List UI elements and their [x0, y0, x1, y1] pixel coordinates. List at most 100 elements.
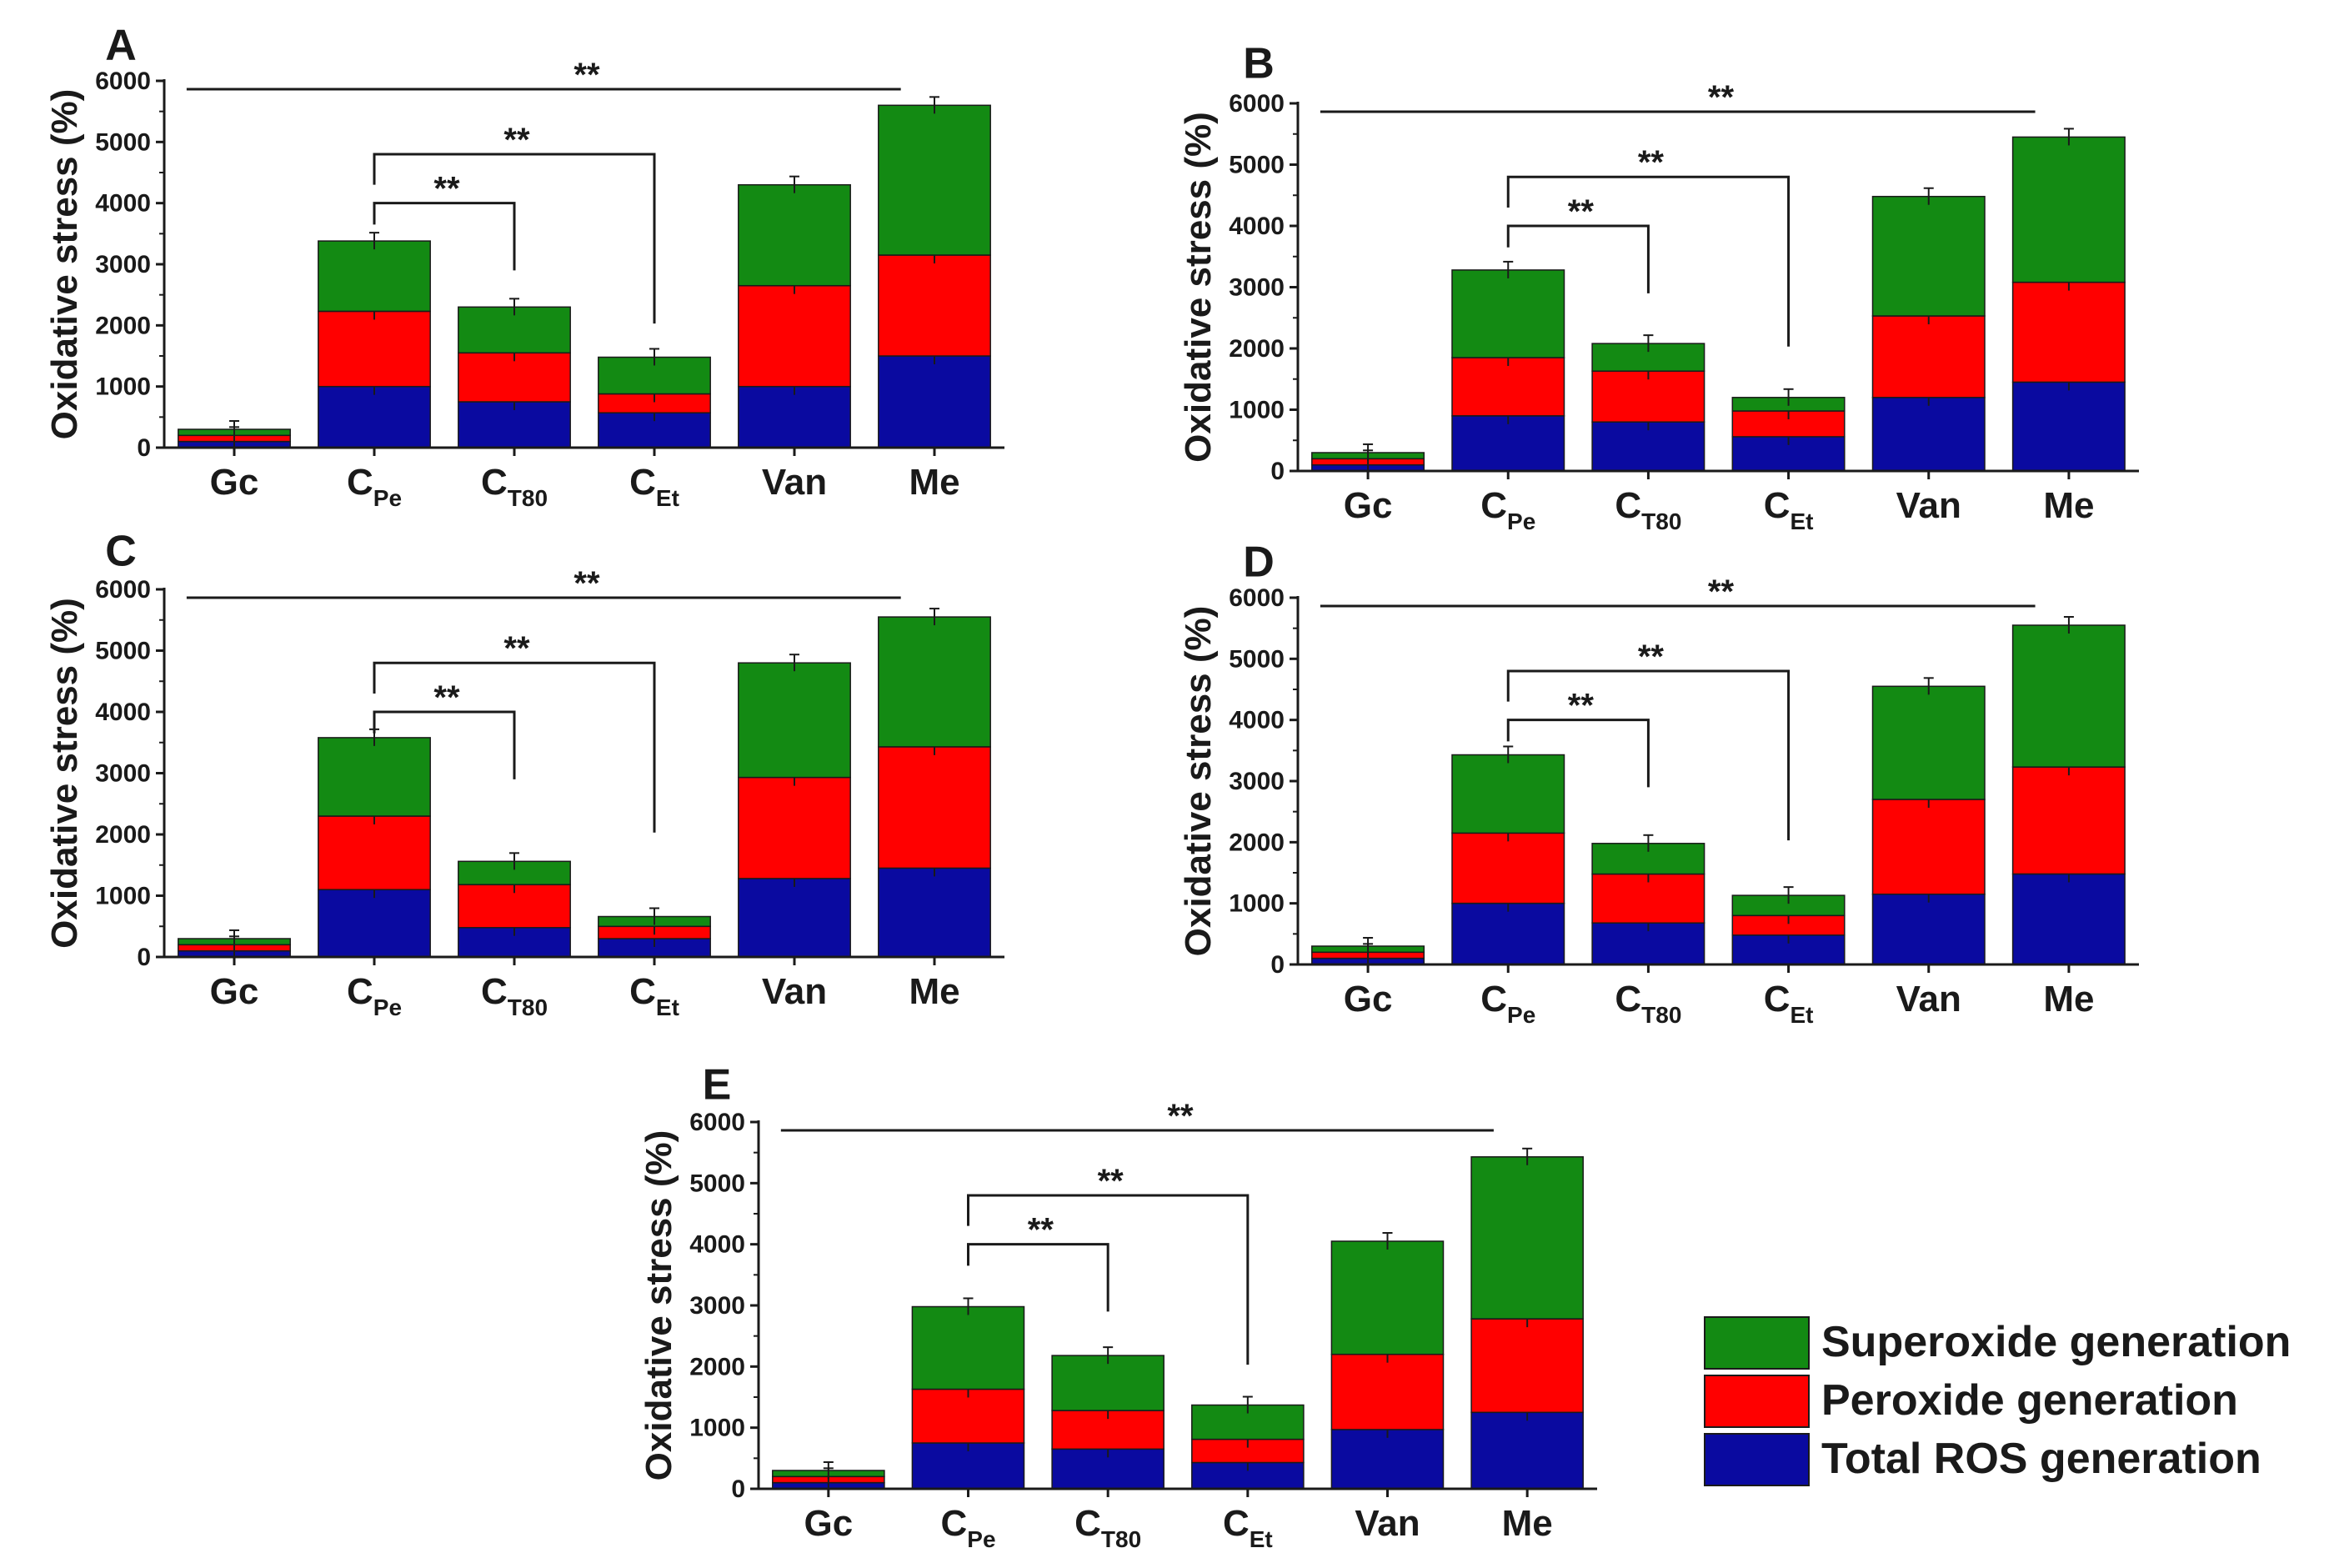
bar-b-6-peroxide	[2011, 281, 2126, 383]
bar-e-2-superoxide	[911, 1305, 1025, 1390]
bar-a-5-peroxide	[738, 284, 851, 388]
panel-letter-c: C	[105, 528, 137, 576]
sig-label-pe-et-c: **	[503, 630, 530, 667]
y-tick-label-c-4: 4000	[95, 699, 151, 726]
y-axis-title-d: Oxidative stress (%)	[1178, 606, 1219, 957]
bar-c-5-total-ros	[738, 878, 851, 958]
y-tick-label-b-3: 3000	[1229, 274, 1285, 302]
bar-d-4-superoxide	[1731, 894, 1846, 917]
bar-b-2-total-ros	[1451, 415, 1565, 472]
y-tick-label-d-6: 6000	[1229, 584, 1285, 612]
x-tick-label-d-1: Gc	[1344, 979, 1393, 1019]
x-tick-label-c-4: CEt	[629, 971, 679, 1020]
x-tick-label-e-1: Gc	[804, 1503, 853, 1544]
x-tick-label-e-5: Van	[1355, 1503, 1420, 1544]
bar-e-5-superoxide	[1330, 1240, 1445, 1355]
legend-label-superoxide: Superoxide generation	[1821, 1318, 2291, 1366]
bar-b-5-superoxide	[1871, 195, 1986, 317]
sig-bracket-pe-t80-e	[967, 1243, 1109, 1312]
y-tick-label-a-5: 5000	[95, 128, 151, 156]
chart-panel-d: D 0 1000 2000 3000 4000 5000 6000 Gc CPe CT80 CEt Va…	[1178, 539, 2139, 1028]
bar-d-2-peroxide	[1451, 832, 1565, 904]
sig-label-pe-et-d: **	[1638, 639, 1665, 675]
sig-label-overall-c: **	[573, 565, 600, 602]
x-tick-label-c-6: Me	[909, 971, 959, 1012]
bar-b-5-peroxide	[1871, 315, 1986, 398]
sig-bracket-pe-et-b	[1506, 175, 1791, 347]
x-tick-label-c-2: CPe	[347, 971, 402, 1020]
bar-a-6-superoxide	[878, 104, 991, 256]
sig-label-pe-et-e: **	[1098, 1163, 1124, 1200]
y-tick-label-d-1: 1000	[1229, 890, 1285, 918]
legend-swatch-total-ros	[1704, 1433, 1810, 1486]
bar-e-5-peroxide	[1330, 1353, 1445, 1430]
y-tick-label-a-2: 2000	[95, 312, 151, 339]
bar-b-3-peroxide	[1591, 370, 1705, 423]
bar-c-2-total-ros	[318, 889, 431, 958]
bar-e-3-total-ros	[1051, 1448, 1164, 1490]
x-tick-label-d-6: Me	[2043, 979, 2094, 1019]
bar-e-5-total-ros	[1330, 1429, 1445, 1490]
sig-label-pe-et-a: **	[503, 122, 530, 158]
sig-label-pe-t80-d: **	[1568, 688, 1595, 724]
bar-d-6-total-ros	[2011, 873, 2126, 965]
bar-a-2-superoxide	[318, 240, 431, 313]
x-tick-label-d-4: CEt	[1764, 979, 1814, 1028]
bar-e-2-peroxide	[911, 1388, 1025, 1444]
y-tick-label-b-2: 2000	[1229, 335, 1285, 363]
y-axis-title-c: Oxidative stress (%)	[44, 598, 85, 949]
bar-c-6-total-ros	[878, 867, 991, 958]
y-tick-label-e-0: 0	[731, 1475, 745, 1503]
sig-label-pe-t80-c: **	[433, 679, 460, 716]
sig-label-pe-t80-e: **	[1028, 1212, 1054, 1249]
x-tick-label-d-2: CPe	[1480, 979, 1535, 1028]
sig-bracket-pe-t80-c	[373, 710, 516, 779]
x-tick-label-a-4: CEt	[629, 462, 679, 511]
bar-c-6-peroxide	[878, 746, 991, 869]
sig-label-overall-a: **	[573, 57, 600, 93]
sig-label-overall-d: **	[1708, 574, 1735, 610]
sig-bracket-pe-t80-b	[1506, 224, 1650, 293]
chart-panel-a: A 0 1000 2000 3000 4000 5000 6000 Gc CPe CT80 CEt Va…	[44, 22, 1004, 511]
bar-d-6-peroxide	[2011, 766, 2126, 875]
y-tick-label-d-2: 2000	[1229, 829, 1285, 856]
y-tick-label-a-3: 3000	[95, 251, 151, 278]
y-tick-label-c-1: 1000	[95, 883, 151, 910]
bar-a-2-peroxide	[318, 310, 431, 388]
x-tick-label-b-4: CEt	[1764, 485, 1814, 534]
y-tick-label-a-1: 1000	[95, 373, 151, 401]
sig-bracket-pe-t80-d	[1506, 719, 1650, 788]
bar-e-6-superoxide	[1470, 1156, 1584, 1320]
x-tick-label-b-3: CT80	[1615, 485, 1681, 534]
y-tick-label-e-1: 1000	[689, 1415, 745, 1442]
bar-d-5-superoxide	[1871, 685, 1986, 800]
bar-d-6-superoxide	[2011, 624, 2126, 768]
bar-d-5-total-ros	[1871, 893, 1986, 965]
chart-panel-c: C 0 1000 2000 3000 4000 5000 6000 Gc CPe CT80 CEt Va…	[44, 528, 1004, 1020]
x-tick-label-a-1: Gc	[210, 462, 259, 503]
bar-e-3-superoxide	[1051, 1355, 1164, 1411]
y-tick-label-c-0: 0	[137, 944, 151, 971]
legend-label-peroxide: Peroxide generation	[1821, 1376, 2238, 1425]
bar-c-2-superoxide	[318, 737, 431, 817]
x-tick-label-c-5: Van	[762, 971, 827, 1012]
x-tick-label-e-6: Me	[1502, 1503, 1553, 1544]
bar-d-3-total-ros	[1591, 922, 1705, 965]
bar-c-2-peroxide	[318, 815, 431, 890]
x-tick-label-c-3: CT80	[481, 971, 548, 1020]
sig-bracket-pe-t80-a	[373, 202, 516, 271]
x-tick-label-d-3: CT80	[1615, 979, 1681, 1028]
y-tick-label-e-6: 6000	[689, 1109, 745, 1136]
x-tick-label-b-2: CPe	[1480, 485, 1535, 534]
y-axis-title-e: Oxidative stress (%)	[639, 1130, 679, 1481]
bar-d-3-superoxide	[1591, 843, 1705, 875]
bar-c-5-peroxide	[738, 776, 851, 879]
y-tick-label-e-2: 2000	[689, 1353, 745, 1380]
y-tick-label-d-5: 5000	[1229, 645, 1285, 673]
chart-panel-e: E 0 1000 2000 3000 4000 5000 6000 Gc CPe CT80 CEt Va…	[639, 1061, 1597, 1552]
bar-e-6-peroxide	[1470, 1318, 1584, 1414]
y-tick-label-a-0: 0	[137, 434, 151, 462]
chart-panel-b: B 0 1000 2000 3000 4000 5000 6000 Gc CPe CT80 CEt Va…	[1178, 40, 2139, 534]
panel-letter-d: D	[1243, 539, 1275, 587]
x-tick-label-e-3: CT80	[1074, 1503, 1141, 1552]
